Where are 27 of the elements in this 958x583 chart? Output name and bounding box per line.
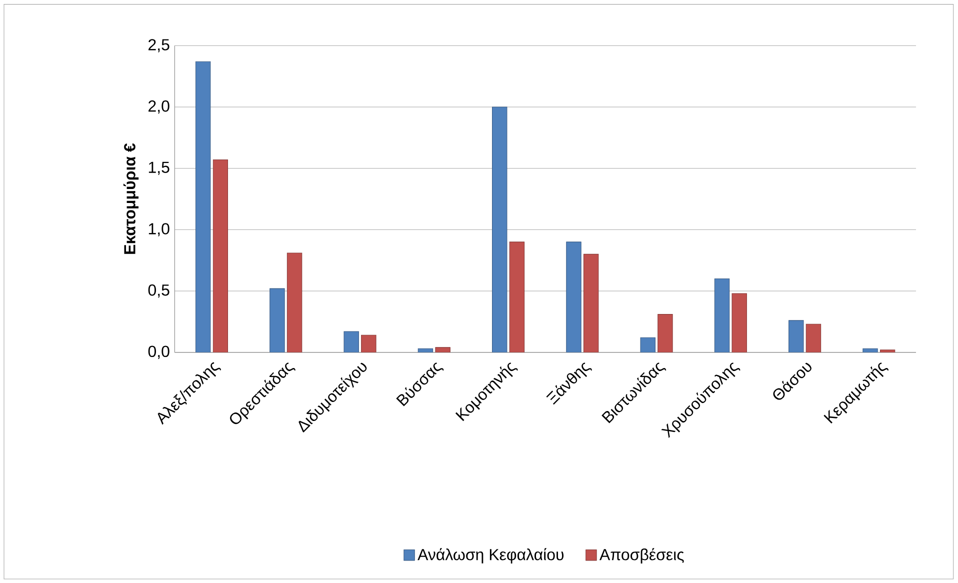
y-tick-label: 1,0 [148, 223, 170, 236]
y-axis-title: Εκατομμύρια € [123, 143, 139, 254]
bar [195, 61, 211, 352]
bar [509, 242, 525, 352]
bar [361, 334, 376, 352]
bar [435, 347, 450, 352]
bar [640, 337, 656, 352]
bar [806, 324, 822, 352]
bar [583, 254, 599, 352]
bar [566, 242, 582, 352]
y-tick-label: 2,0 [148, 100, 170, 114]
bar [880, 350, 896, 352]
bar [270, 288, 285, 352]
y-tick-label: 0,0 [148, 346, 170, 359]
legend-label: Αποσβέσεις [599, 548, 684, 564]
bar [212, 159, 228, 352]
y-tick-label: 2,5 [148, 39, 170, 52]
bar [492, 106, 508, 352]
bar [344, 331, 359, 352]
bar [286, 252, 302, 352]
bar [732, 293, 747, 352]
bar [788, 320, 804, 352]
bar [658, 314, 673, 352]
y-tick-label: 1,5 [148, 162, 170, 175]
y-tick-label: 0,5 [148, 284, 170, 298]
bar [714, 278, 730, 352]
legend-label: Ανάλωση Κεφαλαίου [418, 548, 564, 564]
